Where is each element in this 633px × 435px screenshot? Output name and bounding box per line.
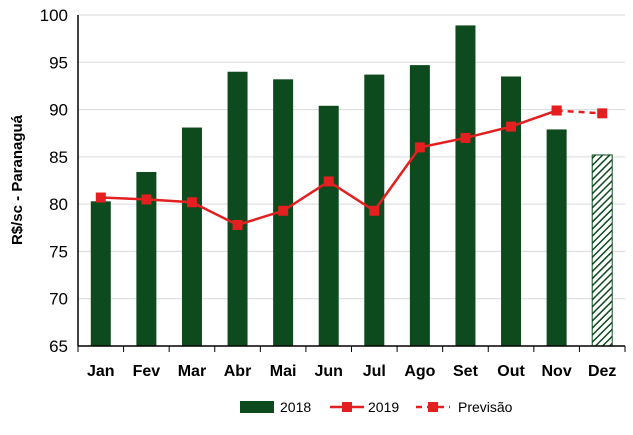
marker-2019 [278, 205, 289, 216]
y-tick-label: 90 [49, 101, 68, 120]
axes [77, 15, 626, 352]
marker-2019 [186, 197, 197, 208]
x-tick-label-Mar: Mar [178, 363, 206, 380]
marker-2019 [232, 219, 243, 230]
marker-2019 [141, 194, 152, 205]
x-tick-label-Jan: Jan [87, 363, 115, 380]
y-tick-label: 75 [49, 242, 68, 261]
gridlines [78, 14, 625, 347]
x-tick-label-Set: Set [453, 363, 479, 380]
legend-item-2019: 2019 [330, 399, 399, 415]
y-tick-label: 100 [40, 6, 68, 25]
tick-labels: 65 70 75 80 85 90 95 100 Jan Fev Mar Abr Mai Jun Jul Ag… [40, 6, 617, 380]
x-tick-label-Out: Out [497, 363, 525, 380]
line-previs-o [556, 109, 603, 115]
bar-Ago [409, 65, 430, 346]
legend: 2018 2019 Previsão [240, 399, 513, 415]
y-tick-label: 65 [49, 337, 68, 356]
legend-marker-previsao [428, 402, 438, 412]
bar-Mar [181, 127, 202, 346]
legend-item-2018: 2018 [240, 399, 311, 415]
bar-Jun [318, 105, 339, 346]
legend-label-previsao: Previsão [458, 399, 513, 415]
marker-2019 [323, 176, 334, 187]
bar-Abr [227, 71, 248, 346]
legend-swatch-2018 [240, 401, 274, 413]
marker-2019 [369, 205, 380, 216]
y-tick-label: 70 [49, 290, 68, 309]
x-tick-label-Fev: Fev [133, 363, 161, 380]
line-series-2019 [95, 105, 608, 230]
x-tick-label-Ago: Ago [404, 363, 435, 380]
x-tick-label-Mai: Mai [270, 363, 297, 380]
legend-marker-2019 [342, 402, 352, 412]
x-tick-label-Jun: Jun [314, 363, 342, 380]
y-tick-label: 80 [49, 195, 68, 214]
y-axis-label: R$/sc - Paranaguá [9, 114, 26, 245]
marker-2019 [460, 132, 471, 143]
marker-previs-o [597, 108, 608, 119]
bar-Jan [90, 201, 111, 346]
x-tick-label-Jul: Jul [363, 363, 386, 380]
bar-Fev [136, 171, 157, 346]
bar-Dez [591, 154, 613, 347]
marker-2019 [95, 192, 106, 203]
y-tick-label: 95 [49, 53, 68, 72]
marker-2019 [414, 142, 425, 153]
x-tick-label-Nov: Nov [542, 363, 572, 380]
legend-item-previsao: Previsão [416, 399, 513, 415]
bar-series-2018 [90, 25, 613, 347]
bar-Set [455, 25, 476, 346]
legend-label-2019: 2019 [368, 399, 399, 415]
bar-Out [501, 76, 522, 346]
x-tick-label-Abr: Abr [224, 363, 252, 380]
marker-previs-o [551, 105, 562, 116]
x-tick-label-Dez: Dez [588, 363, 616, 380]
bar-Nov [546, 129, 567, 346]
y-tick-label: 85 [49, 148, 68, 167]
marker-2019 [506, 121, 517, 132]
legend-label-2018: 2018 [280, 399, 311, 415]
